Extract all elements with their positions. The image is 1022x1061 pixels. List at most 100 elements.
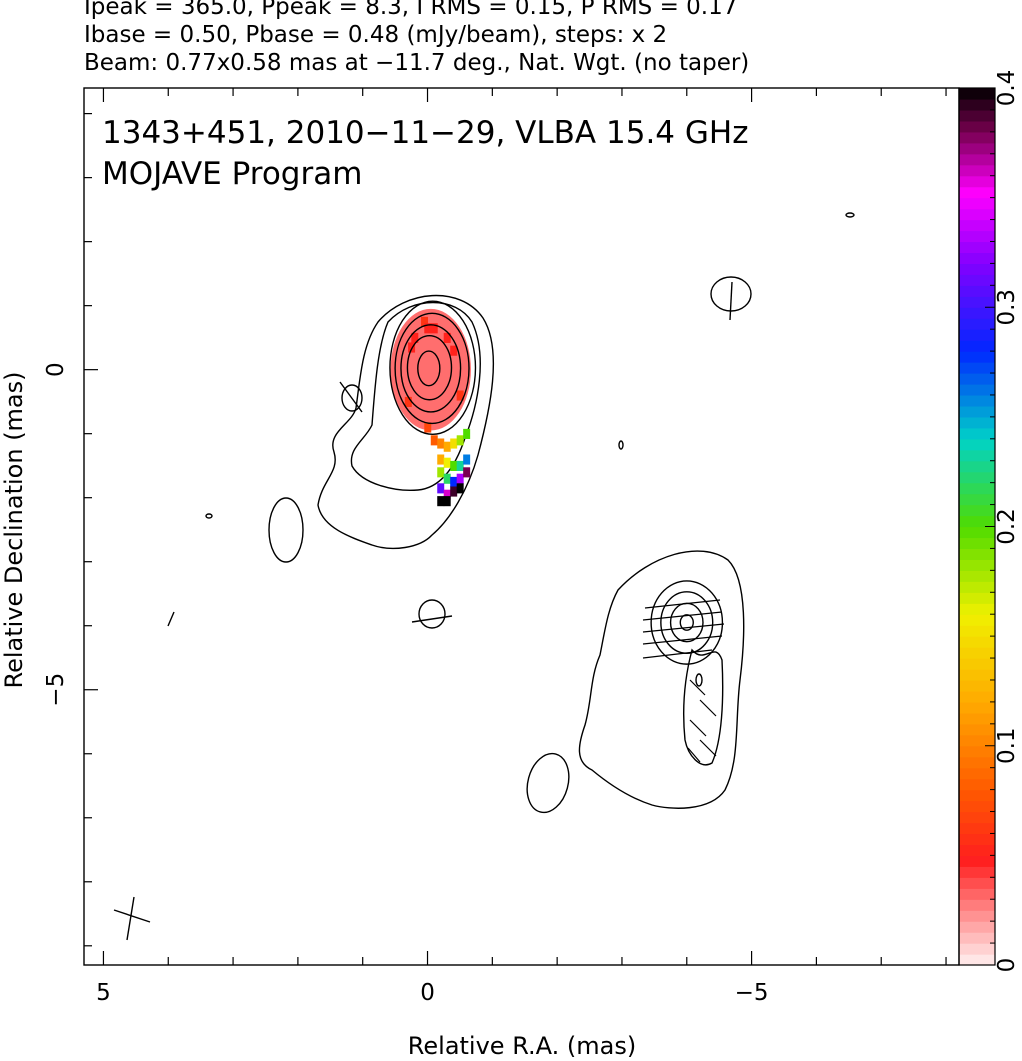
speck-contour-4 (695, 673, 703, 687)
colorbar-segment (959, 745, 995, 758)
polarization-pixel (456, 460, 464, 471)
colorbar-segment (959, 548, 995, 560)
colorbar-segment (959, 734, 995, 747)
speck-contour-2 (618, 440, 624, 450)
polarization-pixel (411, 332, 419, 343)
blob-southwest-contour (526, 752, 570, 814)
south-hatched-lobe (682, 648, 724, 766)
polarization-pixel (408, 342, 416, 353)
polarization-pixel (450, 476, 458, 487)
core-jet-contour (350, 301, 481, 491)
x-tick-label: −5 (735, 980, 769, 1006)
blob-small-contour (341, 384, 363, 412)
colorbar-segment (959, 471, 995, 484)
colorbar-tick-label: 0.4 (994, 70, 1020, 107)
polarization-pixel (450, 438, 458, 449)
colorbar-segment (959, 910, 995, 922)
colorbar-tick-label: 0.3 (994, 289, 1020, 326)
speck-contour-5 (167, 611, 175, 627)
polarization-pixel (463, 454, 471, 465)
evpa-stick-2 (411, 615, 453, 623)
colorbar-segment (959, 756, 995, 769)
colorbar-segment (959, 833, 995, 846)
evpa-hatch (699, 699, 717, 717)
polarization-pixel (437, 467, 445, 478)
contour-ring (679, 614, 694, 631)
colorbar-segment (959, 120, 995, 133)
polarization-pixels (390, 308, 471, 507)
contour-rings (389, 300, 724, 665)
colorbar-segment (959, 921, 995, 933)
colorbar-segment (959, 789, 995, 802)
polarization-pixel (404, 396, 412, 407)
colorbar-segment (959, 329, 995, 341)
colorbar-segment (959, 340, 995, 352)
x-tick-label: 5 (96, 980, 111, 1006)
colorbar-segment (959, 197, 995, 210)
chart-title: 1343+451, 2010−11−29, VLBA 15.4 GHz (102, 115, 748, 151)
colorbar-segment (959, 723, 995, 736)
colorbar-segment (959, 153, 995, 166)
y-tick-label: −5 (43, 673, 69, 707)
south-outer-contour (578, 550, 745, 809)
colorbar-segment (959, 142, 995, 155)
colorbar-segment (959, 394, 995, 407)
colorbar-segment (959, 186, 995, 199)
contour-ring (406, 335, 453, 401)
polarization-pixel (424, 323, 432, 334)
colorbar-segment (959, 383, 995, 396)
colorbar-segment (959, 943, 995, 955)
colorbar-segment (959, 493, 995, 506)
polarization-pixel (437, 438, 445, 449)
polarization-pixel (456, 473, 464, 484)
contour-ring (400, 324, 462, 413)
y-tick-label: 0 (43, 362, 69, 377)
colorbar-segment (959, 954, 995, 966)
colorbar-segment (959, 811, 995, 824)
colorbar-segment (959, 88, 995, 100)
colorbar-segment (959, 559, 995, 571)
evpa-hatch (689, 719, 707, 737)
colorbar-segment (959, 109, 995, 122)
colorbar-segment (959, 855, 995, 867)
colorbar-segment (959, 252, 995, 264)
colorbar-segment (959, 362, 995, 374)
polarization-pixel (443, 473, 451, 484)
header-line-3: Beam: 0.77x0.58 mas at −11.7 deg., Nat. … (84, 50, 750, 76)
colorbar-segment (959, 690, 995, 703)
evpa-stick-1 (339, 381, 363, 413)
colorbar-segment (959, 460, 995, 473)
polarization-pixel (424, 422, 432, 433)
evpa-hatch-group (642, 599, 725, 763)
colorbar-segment (959, 932, 995, 944)
polarization-pixel (443, 332, 451, 343)
colorbar-segment (959, 131, 995, 144)
colorbar-segment (959, 647, 995, 659)
colorbar-segment (959, 285, 995, 297)
colorbar-segment (959, 614, 995, 626)
colorbar-segment (959, 438, 995, 451)
polarization-pixel (443, 496, 451, 507)
colorbar-segment (959, 701, 995, 714)
colorbar-segment (959, 679, 995, 692)
polarization-pixel (430, 323, 438, 334)
evpa-hatch (687, 747, 701, 763)
polarization-pixel (456, 390, 464, 401)
axes-frame: 5 0 −5 0 −5 (43, 87, 960, 1006)
contour-ring (669, 602, 704, 643)
polarization-pixel (463, 428, 471, 439)
colorbar-segment (959, 800, 995, 813)
colorbar-segment (959, 888, 995, 900)
colorbar-segment (959, 866, 995, 878)
evpa-stick-3 (729, 281, 733, 321)
speck-contour-1 (845, 212, 855, 218)
header-line-2: Ibase = 0.50, Pbase = 0.48 (mJy/beam), s… (84, 22, 668, 48)
colorbar-segment (959, 241, 995, 254)
polarization-pixel (443, 457, 451, 468)
polarization-pixel (456, 483, 464, 494)
colorbar-segment (959, 669, 995, 681)
colorbar-segment (959, 373, 995, 385)
colorbar-segment (959, 98, 995, 111)
contour-group-outer (113, 212, 855, 941)
